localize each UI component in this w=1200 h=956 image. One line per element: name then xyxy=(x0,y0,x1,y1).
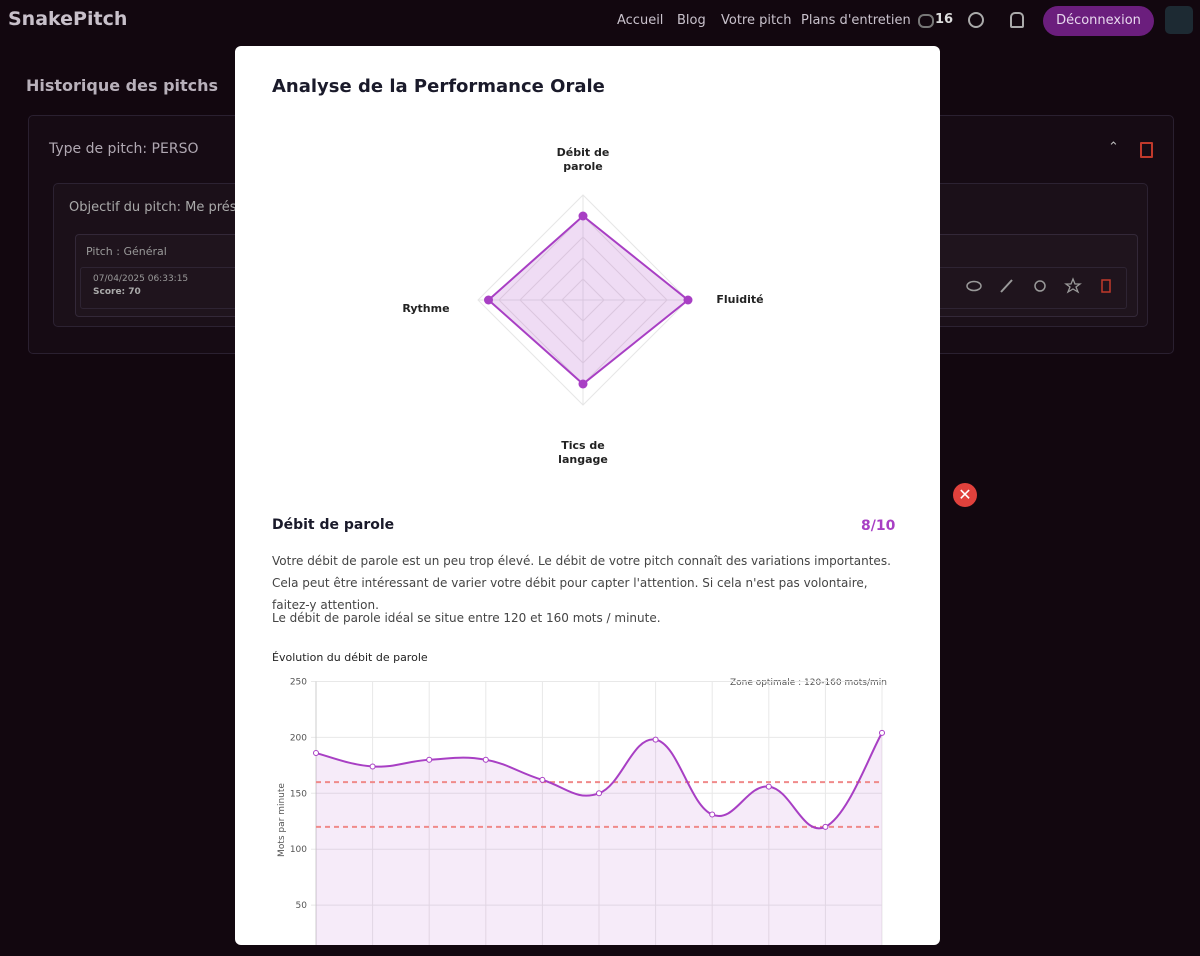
credit-count: 16 xyxy=(935,12,954,27)
pitch-date: 07/04/2025 06:33:15 xyxy=(93,274,189,284)
star-icon[interactable] xyxy=(1064,277,1082,294)
user-icon[interactable] xyxy=(1010,12,1024,28)
radar-axis-label: Fluidité xyxy=(716,293,764,306)
objective: Objectif du pitch: Me prés xyxy=(69,200,237,215)
delete-icon[interactable] xyxy=(1140,142,1153,158)
logout-button[interactable]: Déconnexion xyxy=(1043,6,1154,36)
y-tick-label: 250 xyxy=(290,678,307,688)
page-title: Historique des pitchs xyxy=(26,76,219,95)
paragraph: Le débit de parole idéal se situe entre … xyxy=(272,611,661,625)
modal-title: Analyse de la Performance Orale xyxy=(272,76,605,97)
line-point xyxy=(652,736,659,743)
radar-axis-label: Débit de parole xyxy=(556,146,610,173)
share-icon[interactable] xyxy=(1034,280,1046,292)
brand[interactable]: SnakePitch xyxy=(8,8,128,30)
line-point xyxy=(822,823,829,830)
nav-link[interactable]: Accueil xyxy=(617,13,664,28)
line-point xyxy=(765,783,772,790)
section-title: Débit de parole xyxy=(272,517,395,533)
nav-link[interactable]: Plans d'entretien xyxy=(801,13,911,28)
delete-icon[interactable] xyxy=(1101,279,1111,293)
line-point xyxy=(596,790,602,797)
nav-link[interactable]: Votre pitch xyxy=(721,13,792,28)
line-point xyxy=(313,750,319,757)
pitch-score: Score: 70 xyxy=(93,287,141,297)
view-icon[interactable] xyxy=(966,280,982,292)
line-chart: Zone optimale : 120-160 mots/min Mots pa… xyxy=(277,678,887,945)
radar-point xyxy=(683,295,693,305)
radar-point xyxy=(578,211,588,221)
coin-icon xyxy=(918,14,934,28)
nav-link[interactable]: Blog xyxy=(677,13,706,28)
settings-button[interactable] xyxy=(1165,6,1193,34)
y-tick-label: 150 xyxy=(290,789,307,799)
y-tick-label: 50 xyxy=(296,901,308,911)
radar-point xyxy=(578,379,588,389)
history-icon[interactable] xyxy=(968,12,984,28)
y-tick-label: 100 xyxy=(290,845,307,855)
paragraph: Votre débit de parole est un peu trop él… xyxy=(272,554,891,612)
line-point xyxy=(426,756,433,763)
pitch-type: Type de pitch: PERSO xyxy=(49,141,199,157)
y-tick-label: 200 xyxy=(290,733,307,743)
chart-title: Évolution du débit de parole xyxy=(272,651,428,664)
radar-chart xyxy=(477,194,693,406)
section-score: 8/10 xyxy=(861,518,896,534)
row-actions xyxy=(966,277,1111,294)
line-point xyxy=(539,776,546,783)
line-area xyxy=(316,732,882,945)
pitch-name: Pitch : Général xyxy=(86,245,167,258)
radar-axis-label: Tics de langage xyxy=(558,439,608,466)
line-point xyxy=(709,811,716,818)
radar-point xyxy=(484,295,493,305)
line-point xyxy=(482,756,489,763)
close-button[interactable]: ✕ xyxy=(953,483,977,507)
line-point xyxy=(879,729,885,736)
chart-annotation: Zone optimale : 120-160 mots/min xyxy=(730,678,887,688)
modal: Analyse de la Performance Orale Débit de… xyxy=(235,46,940,945)
edit-icon[interactable] xyxy=(1000,279,1013,293)
radar-axis-label: Rythme xyxy=(402,302,450,315)
line-point xyxy=(369,763,376,770)
collapse-icon[interactable]: ⌃ xyxy=(1108,140,1119,155)
y-axis-title: Mots par minute xyxy=(277,783,287,857)
